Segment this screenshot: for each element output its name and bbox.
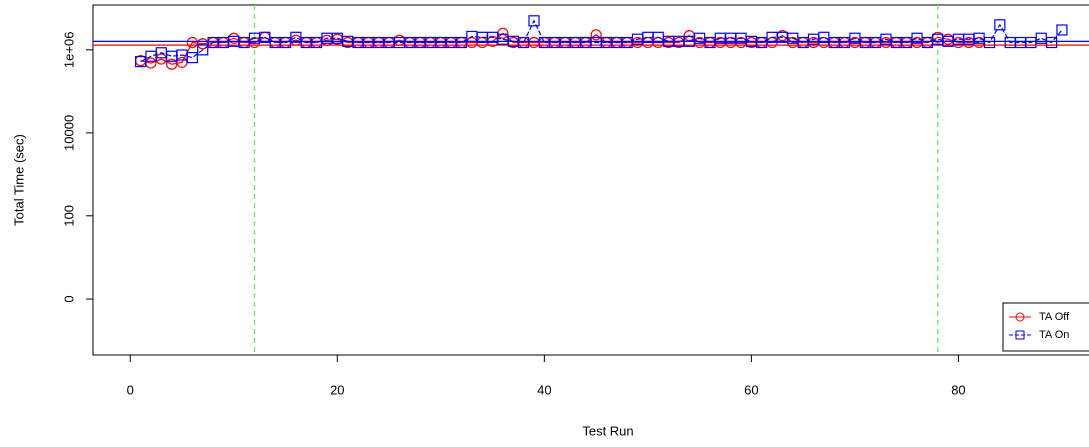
x-tick-label: 40 xyxy=(537,382,551,397)
x-tick-label: 0 xyxy=(127,382,134,397)
legend-marker xyxy=(1015,330,1025,340)
plot-frame xyxy=(92,4,1089,356)
point xyxy=(983,36,996,49)
x-tick-label: 80 xyxy=(951,382,965,397)
y-tick-label: 1e+06 xyxy=(61,32,76,69)
legend-label: TA On xyxy=(1039,329,1069,341)
x-axis-label: Test Run xyxy=(582,423,633,438)
point xyxy=(455,36,468,49)
point xyxy=(1056,24,1068,36)
point xyxy=(186,51,198,64)
point xyxy=(590,29,602,41)
y-tick-label: 10000 xyxy=(61,115,76,151)
x-tick-label: 20 xyxy=(330,382,344,397)
y-axis-label: Total Time (sec) xyxy=(11,134,26,226)
y-tick-label: 100 xyxy=(61,205,76,227)
y-tick-label: 0 xyxy=(61,295,76,302)
plot-area xyxy=(93,5,1089,355)
legend-box xyxy=(1002,302,1089,352)
point xyxy=(1045,36,1058,49)
point xyxy=(518,36,530,49)
point xyxy=(528,15,540,27)
point xyxy=(994,19,1006,31)
x-tick-label: 60 xyxy=(744,382,758,397)
legend-marker xyxy=(1015,312,1025,322)
point xyxy=(166,58,178,70)
point xyxy=(197,44,209,56)
legend-label: TA Off xyxy=(1039,311,1070,323)
